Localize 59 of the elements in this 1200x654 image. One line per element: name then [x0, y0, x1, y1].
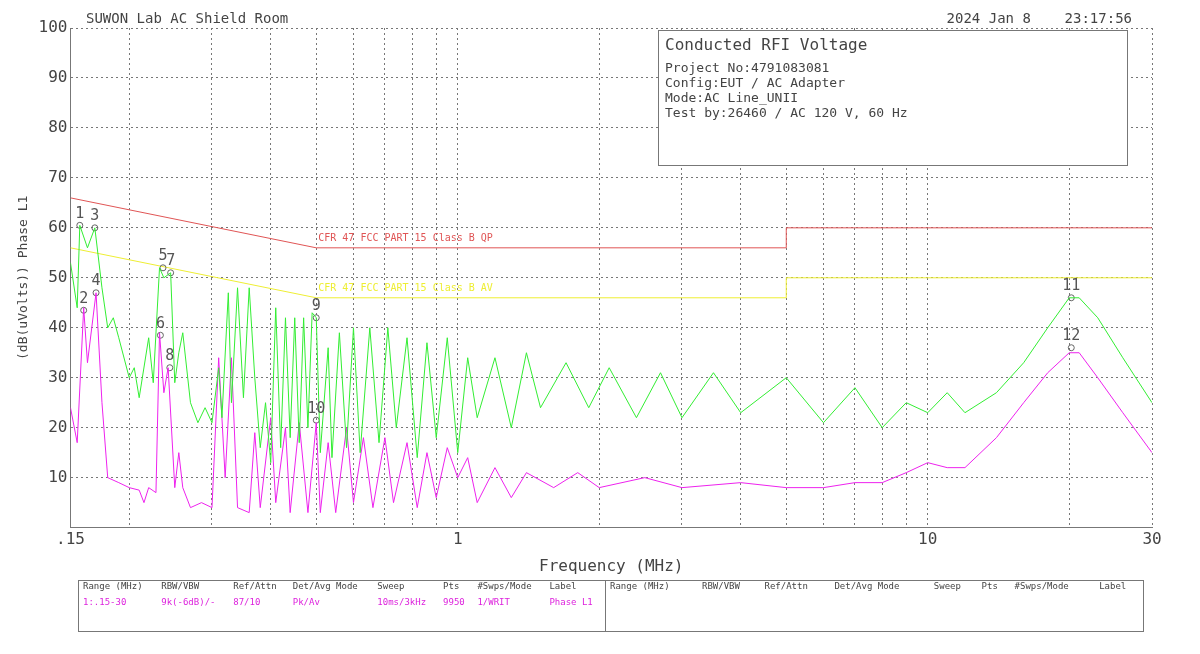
series-label: CFR 47 FCC PART 15 Class B AV — [318, 282, 493, 294]
text: Sweep — [376, 581, 406, 593]
y-tick-label: 50 — [48, 266, 68, 286]
annotation: Mode:AC Line_UNII — [665, 90, 800, 105]
text: Ref/Attn — [232, 581, 278, 593]
y-tick-label: 20 — [48, 416, 68, 436]
text: RBW/VBW — [701, 581, 741, 593]
annotation: Config:EUT / AC Adapter — [665, 75, 846, 90]
y-tick-label: 90 — [48, 67, 68, 87]
annotation: 7 — [166, 251, 176, 270]
annotation: 4 — [91, 271, 101, 290]
annotation: 2 — [79, 288, 89, 307]
annotation: 1 — [75, 203, 85, 222]
text: Sweep — [932, 581, 962, 593]
text: #Swps/Mode — [476, 581, 533, 593]
annotation: Conducted RFI Voltage — [665, 35, 869, 54]
text: 10ms/3kHz — [376, 597, 428, 609]
text: Det/Avg Mode — [291, 581, 359, 593]
text: 1/WRIT — [476, 597, 511, 609]
annotation: 6 — [155, 313, 165, 332]
y-tick-label: 10 — [48, 466, 68, 486]
annotation: Project No:4791083081 — [665, 60, 831, 75]
y-tick-label: 70 — [48, 167, 68, 187]
text: Pk/Av — [291, 597, 321, 609]
annotation: 3 — [90, 206, 100, 225]
text: Label — [548, 581, 578, 593]
annotation: 11 — [1062, 276, 1081, 295]
x-tick-label: 1 — [452, 529, 463, 549]
text: 1:.15-30 — [82, 597, 128, 609]
y-tick-label: 60 — [48, 217, 68, 236]
x-tick-label: 30 — [1142, 529, 1162, 549]
text: RBW/VBW — [160, 581, 201, 593]
y-tick-label: 80 — [48, 117, 68, 137]
x-axis-title: Frequency (MHz) — [539, 555, 684, 575]
chart-title: SUWON Lab AC Shield Room — [86, 10, 289, 26]
text: Ref/Attn — [763, 581, 809, 593]
series-label: CFR 47 FCC PART 15 Class B QP — [318, 232, 493, 244]
text: 87/10 — [232, 597, 262, 609]
text: Det/Avg Mode — [833, 581, 901, 593]
annotation: 9 — [311, 296, 321, 315]
text: 9950 — [442, 597, 466, 609]
annotation: Test by:26460 / AC 120 V, 60 Hz — [665, 105, 909, 120]
x-tick-label: .15 — [56, 529, 85, 549]
annotation: 5 — [158, 246, 168, 265]
annotation: 12 — [1062, 326, 1081, 345]
text: Pts — [442, 581, 461, 593]
y-tick-label: 40 — [48, 316, 68, 336]
text: Pts — [980, 581, 999, 593]
text: Phase L1 — [548, 597, 594, 609]
text: Label — [1098, 581, 1128, 593]
text: 9k(-6dB)/- — [160, 597, 217, 609]
x-tick-label: 10 — [918, 529, 938, 549]
y-axis-title: (dB(uVolts)) Phase L1 — [15, 195, 31, 360]
text: Range (MHz) — [82, 581, 144, 593]
y-tick-label: 30 — [48, 366, 68, 386]
chart-subtitle: 2024 Jan 8 23:17:56 — [946, 10, 1132, 26]
y-tick-label: 100 — [38, 17, 68, 37]
text: Range (MHz) — [609, 581, 671, 593]
text: #Swps/Mode — [1013, 581, 1070, 593]
